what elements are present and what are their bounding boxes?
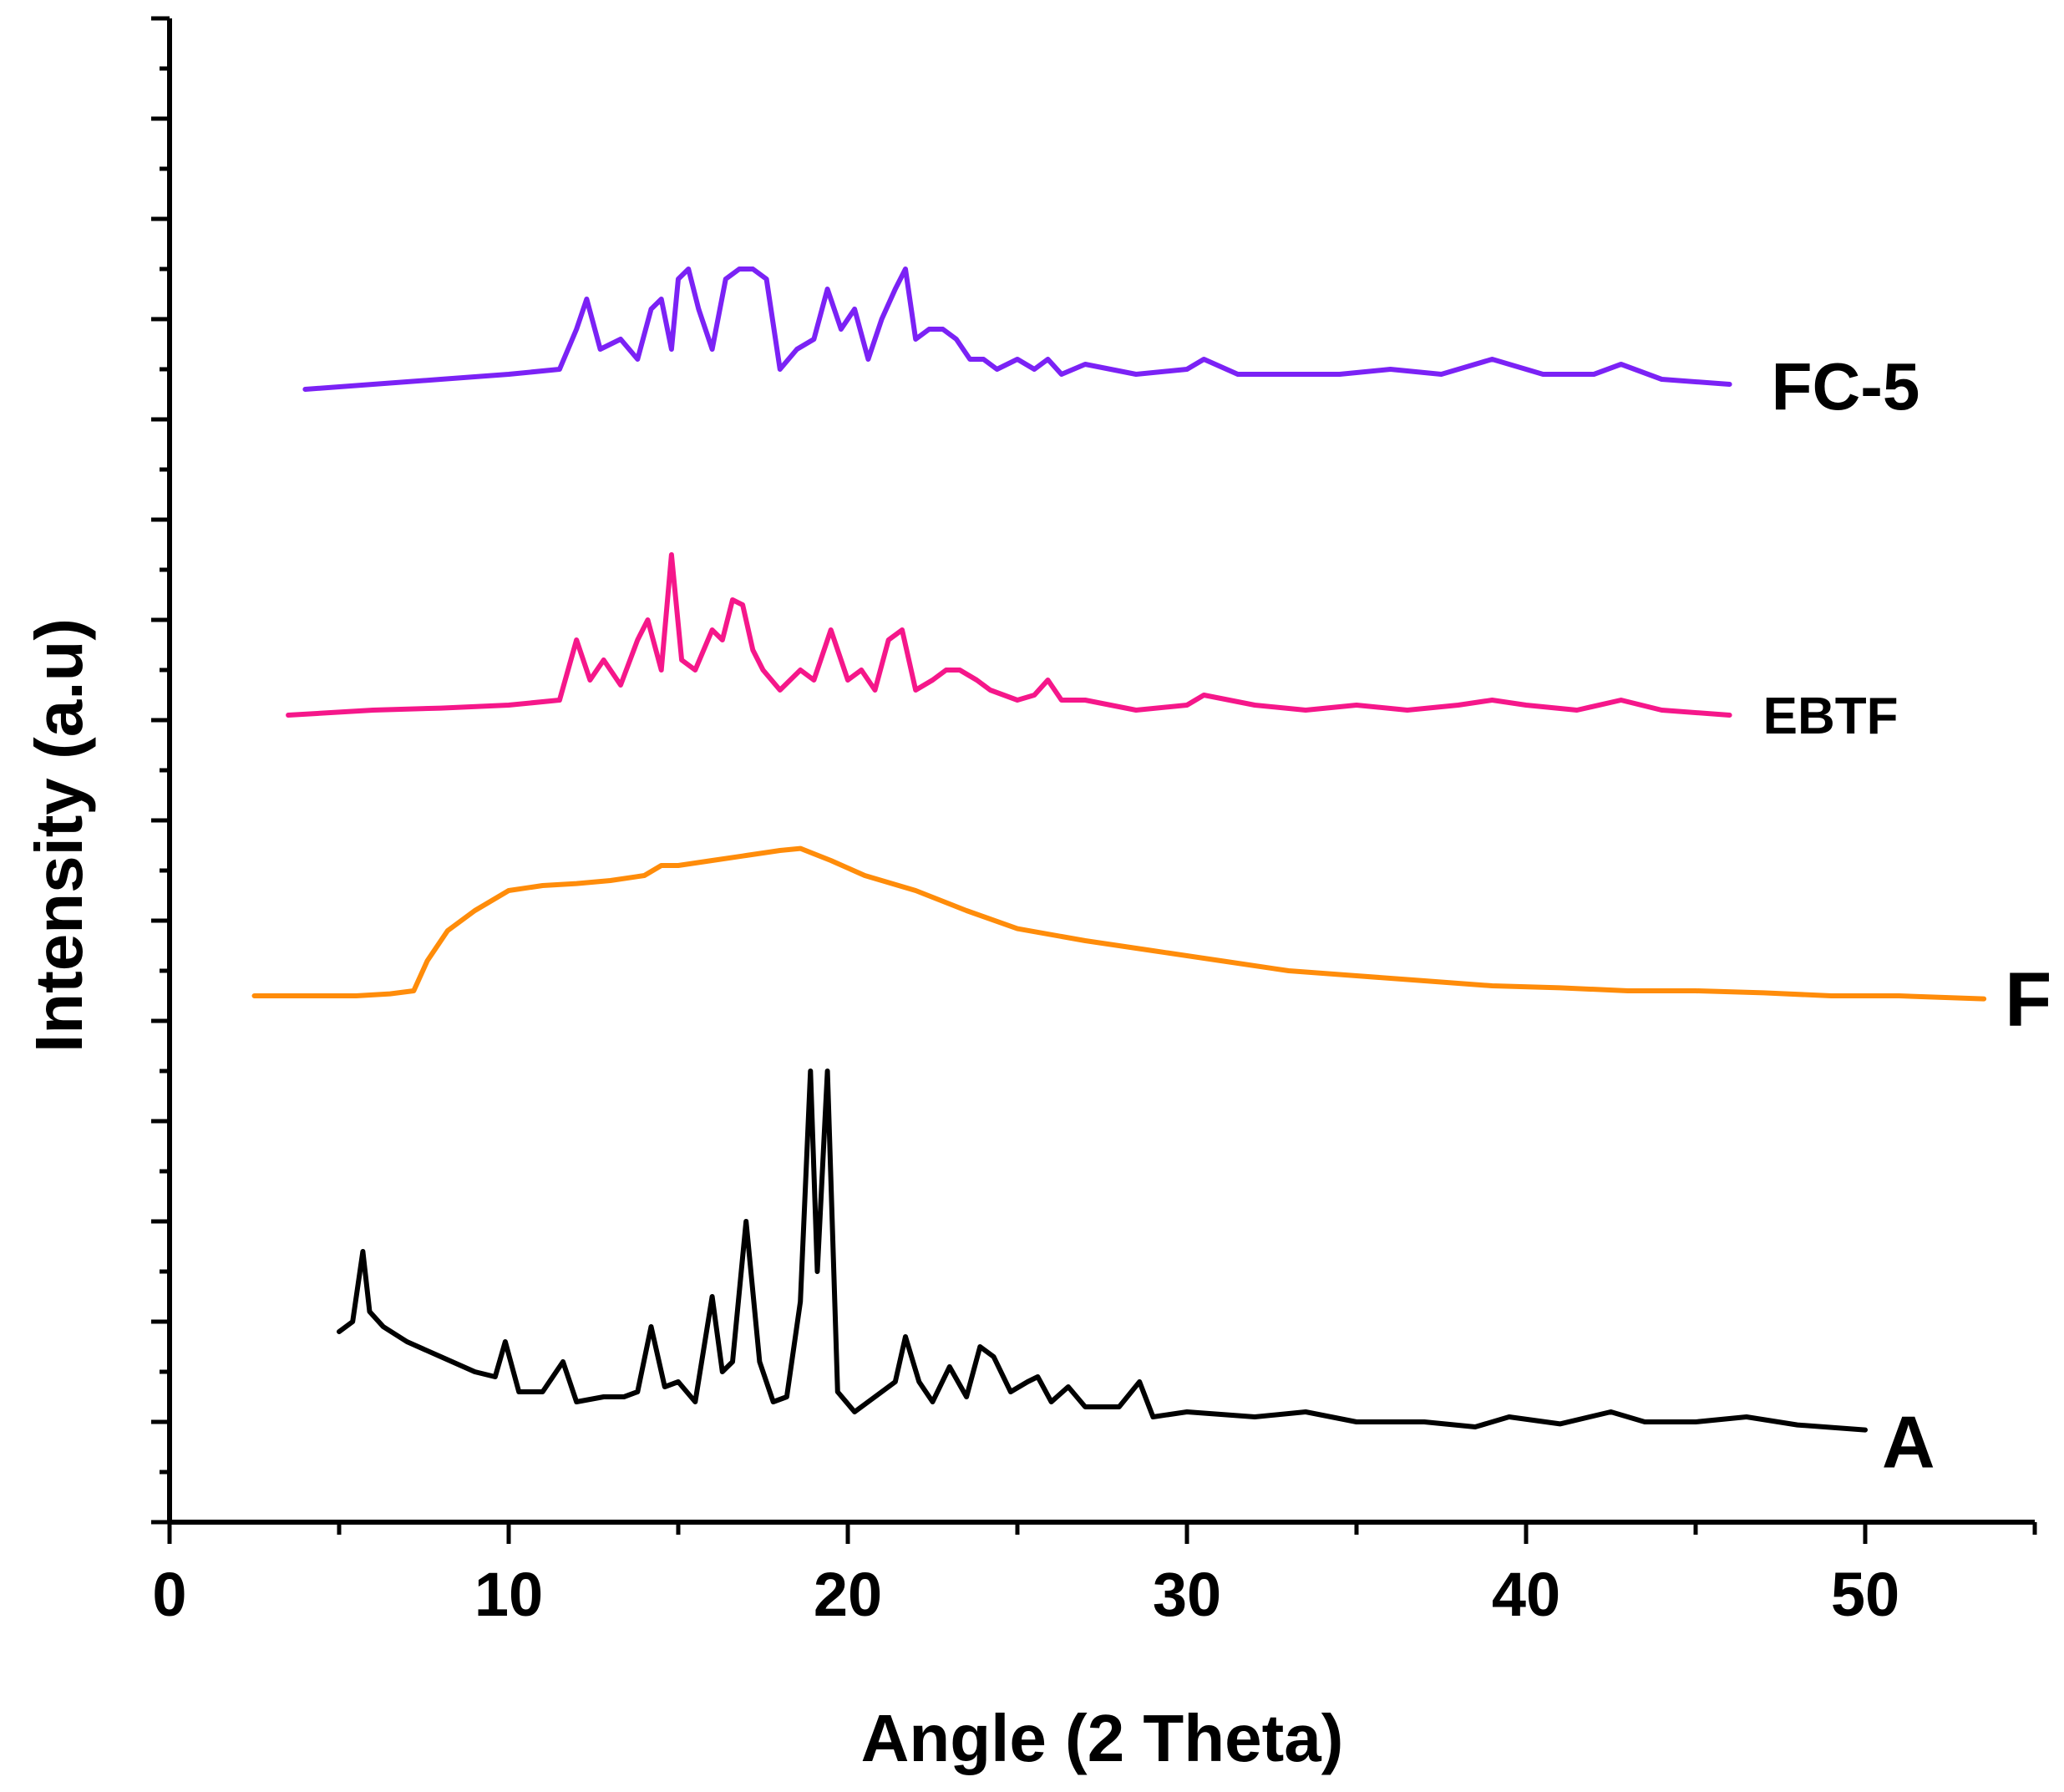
y-axis-ticks bbox=[151, 16, 170, 1525]
x-axis-ticks bbox=[167, 1522, 2037, 1544]
x-tick-label: 50 bbox=[1831, 1560, 1899, 1629]
x-tick-label: 30 bbox=[1153, 1560, 1221, 1629]
x-tick-label: 10 bbox=[474, 1560, 543, 1629]
series-label-fc-5: FC-5 bbox=[1772, 349, 1920, 424]
x-axis-tick-labels: 0 10 20 30 40 50 bbox=[152, 1560, 1899, 1629]
series-label-a: A bbox=[1882, 1401, 1935, 1484]
series-line-a bbox=[337, 1069, 1868, 1433]
y-axis-title: Intensity (a.u) bbox=[22, 618, 96, 1053]
series-label-f: F bbox=[2005, 957, 2051, 1043]
series-labels: FC-5 EBTF F A bbox=[1763, 349, 2052, 1484]
axes bbox=[167, 18, 2035, 1525]
series-line-fc-5 bbox=[302, 267, 1732, 392]
x-tick-label: 0 bbox=[152, 1560, 186, 1629]
series-line-ebtf bbox=[286, 552, 1732, 718]
series-group bbox=[251, 267, 1987, 1433]
x-tick-label: 40 bbox=[1492, 1560, 1560, 1629]
series-label-ebtf: EBTF bbox=[1763, 688, 1899, 745]
x-tick-label: 20 bbox=[814, 1560, 882, 1629]
x-axis-title: Angle (2 Theta) bbox=[861, 1701, 1344, 1775]
series-line-f bbox=[251, 845, 1987, 1002]
